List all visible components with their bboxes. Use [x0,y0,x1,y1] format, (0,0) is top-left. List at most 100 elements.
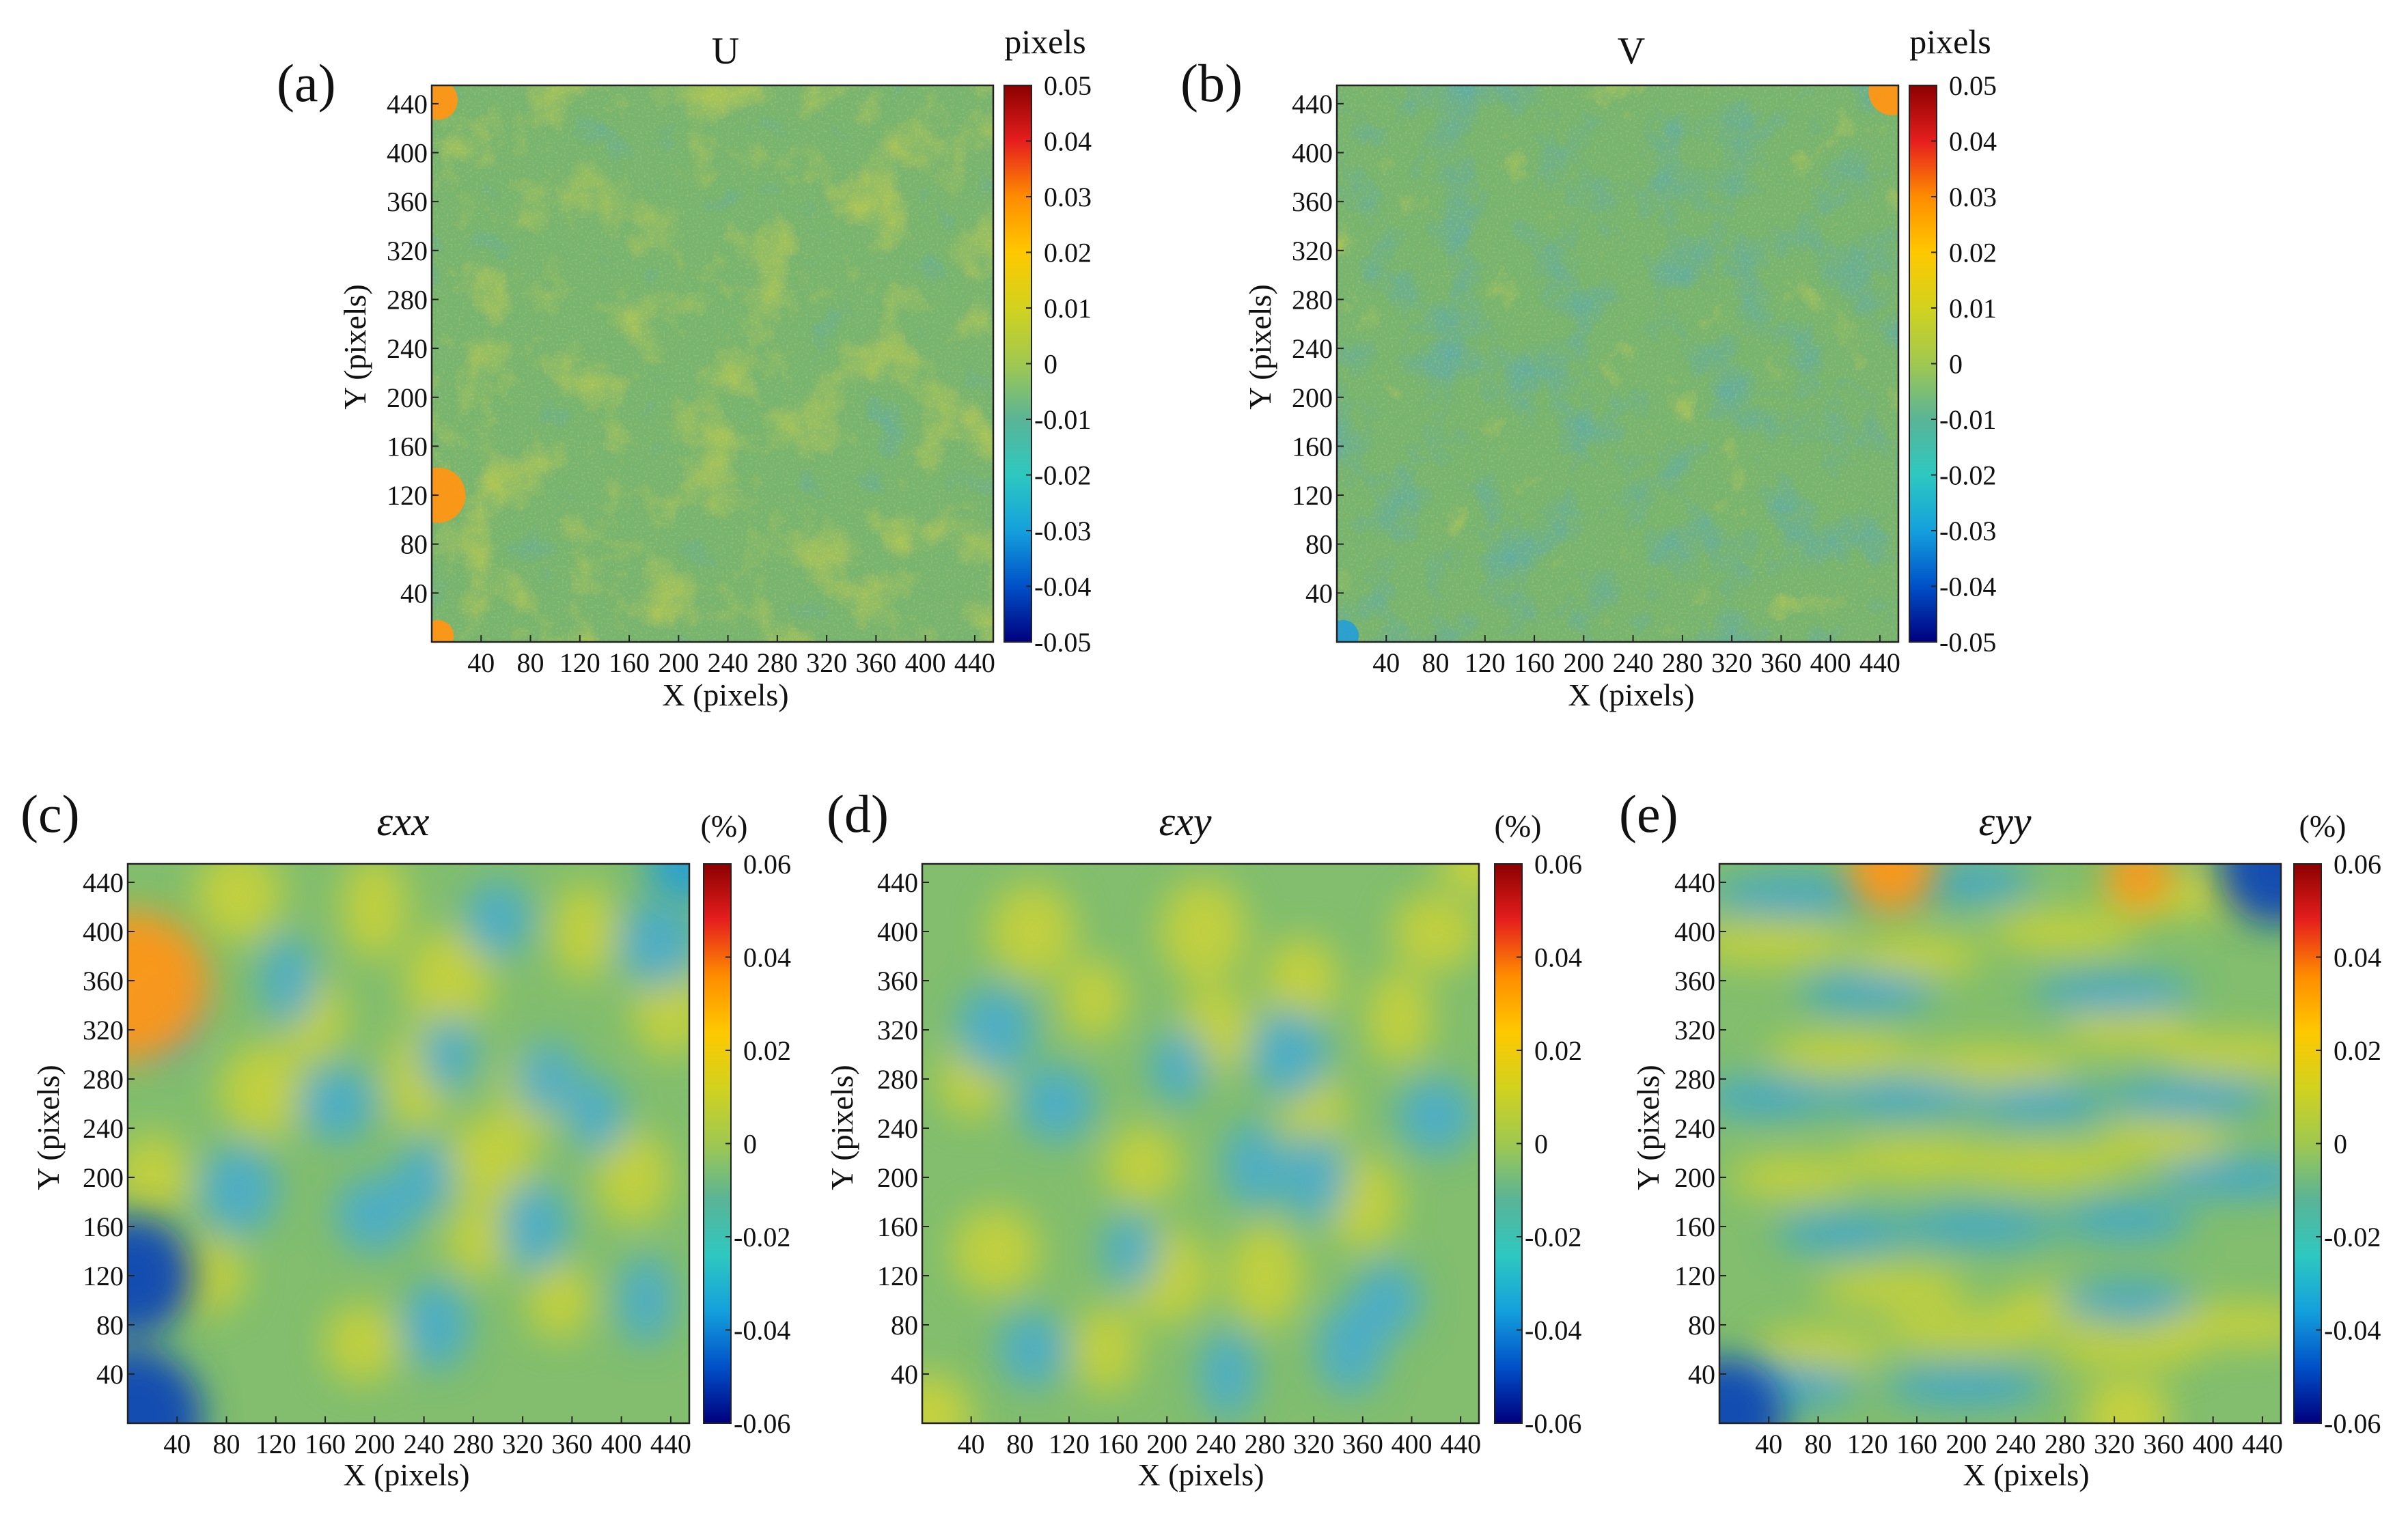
x-tick-label: 440 [2242,1429,2283,1459]
x-tick-label: 320 [1293,1429,1334,1459]
cyan-band [1822,1077,1987,1118]
yellow-blob [1159,880,1247,983]
hotspot-orange [432,85,458,120]
panel-c: (c) εxx (%) X (pixels) Y (pixels) 40 80 12… [20,784,791,1492]
y-tick-label: 360 [1292,186,1333,217]
hotspot-orange [1868,85,1898,115]
colorbar-tick-label: -0.06 [2324,1408,2381,1439]
cyan-band [1719,874,1876,915]
colorbar-tick-label: -0.06 [1525,1408,1581,1439]
colorbar-tick-label: 0.02 [1534,1035,1582,1066]
y-tick-label: 400 [1292,138,1333,169]
hotspot-orange [1849,864,1936,911]
x-tick-label: 360 [1760,647,1801,678]
panel-b: (b) V pixels X (pixels) Y (pixels) 40 80 1… [1180,23,1997,712]
x-tick-label: 120 [1465,647,1506,678]
yellow-blob [128,1134,191,1221]
yellow-band [1728,1155,1859,1199]
x-tick-label: 440 [1440,1429,1481,1459]
plot-frame-d [921,863,1480,1425]
cyan-band [1884,1366,2049,1407]
x-tick-label: 400 [1810,647,1851,678]
panel-label-e: (e) [1619,784,1678,843]
x-tick-label: 120 [1049,1429,1090,1459]
panel-label-b: (b) [1180,53,1243,113]
colorbar-tick-label: -0.03 [1939,516,1996,546]
cyan-blob [1199,1329,1257,1419]
yellow-blob [195,864,283,942]
colorbar-tick-label: 0.06 [1534,849,1582,880]
panel-label-c: (c) [20,784,80,843]
hotspot-blue [128,1216,193,1335]
x-tick-label: 360 [855,647,896,678]
cyan-blob [1279,1132,1348,1222]
cyan-band [2106,1077,2271,1118]
y-tick-label: 280 [877,1064,918,1095]
colorbar-tick-label: -0.04 [734,1315,790,1346]
y-tick-label: 320 [877,1015,918,1046]
panel-a: (a) U pixels X (pixels) Y (pixels) 40 80 1… [277,23,1092,712]
cyan-blob [956,985,1036,1075]
x-tick-label: 280 [757,647,798,678]
hotspot-yellow [1440,864,1479,899]
cyan-blob [402,1280,471,1370]
y-tick-label: 120 [83,1261,124,1291]
y-tick-label: 120 [1674,1261,1715,1291]
y-tick-label: 200 [387,382,428,413]
y-tick-label: 200 [83,1162,124,1193]
y-tick-label: 360 [877,966,918,996]
colorbar-tick-label: -0.02 [1034,460,1091,491]
yellow-band [2152,1303,2281,1347]
x-tick-label: 360 [2143,1429,2184,1459]
y-axis-label-d: Y (pixels) [825,1065,859,1190]
yellow-blob [952,1207,1040,1295]
y-axis-label-a: Y (pixels) [337,284,372,410]
panel-title-e: εyy [1979,799,2032,844]
colorbar-tick-label: 0 [2334,1129,2347,1160]
y-tick-label: 160 [387,431,428,462]
cyan-blob [568,1078,626,1154]
x-tick-label: 440 [954,647,995,678]
hotspot-yellow [2083,1373,2170,1423]
cyan-blob [1316,1304,1385,1395]
y-tick-label: 80 [891,1310,918,1341]
x-tick-label: 120 [559,647,600,678]
hotspot-orange [2107,864,2171,908]
yellow-blob [595,1130,672,1225]
cyan-blob [617,1255,675,1345]
y-tick-label: 200 [1292,382,1333,413]
y-axis-label-e: Y (pixels) [1631,1065,1665,1190]
yellow-band [1954,1143,2126,1187]
x-tick-label: 280 [453,1429,494,1459]
y-tick-label: 400 [1674,916,1715,947]
yellow-band [1842,1137,1993,1181]
hotspot-orange [128,912,209,1062]
colorbar-tick-label: 0.02 [2334,1035,2381,1066]
cyan-band [1971,1083,2109,1124]
cyan-band [1774,1212,1911,1253]
y-tick-label: 40 [1688,1359,1715,1390]
y-tick-label: 320 [1674,1015,1715,1046]
y-tick-label: 440 [1292,89,1333,120]
x-tick-label: 120 [255,1429,296,1459]
colorbar-tick-label: -0.02 [2324,1222,2381,1252]
y-tick-label: 40 [96,1359,124,1390]
colorbar-tick-label: 0.01 [1949,293,1997,324]
y-tick-label: 80 [1305,529,1333,560]
cyan-band [1799,972,1936,1013]
plot-frame-c [126,863,691,1425]
cyan-blob [463,881,532,957]
y-tick-label: 400 [387,138,428,169]
colorbar-tick-label: 0.05 [1949,70,1997,101]
cyan-blob [501,1181,570,1272]
yellow-blob [404,929,493,1033]
y-tick-label: 440 [83,867,124,898]
colorbar-unit-e: (%) [2299,809,2347,843]
x-tick-label: 400 [601,1429,642,1459]
hotspot-yellow [922,1373,971,1423]
colorbar-tick-label: -0.02 [734,1222,790,1252]
cyan-band [1896,1206,2061,1247]
colorbar-tick-label: 0.05 [1044,70,1092,101]
y-tick-label: 80 [400,529,428,560]
x-tick-label: 160 [1514,647,1555,678]
